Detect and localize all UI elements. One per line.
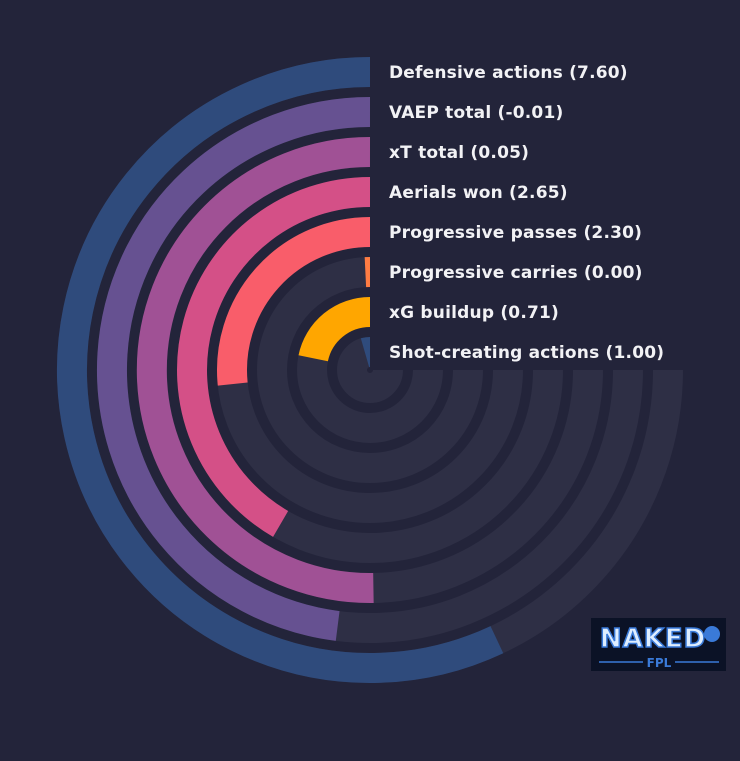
logo-sub-text: FPL	[647, 656, 672, 670]
logo-brand-text: NAKED	[600, 624, 706, 654]
bar-label: xT total (0.05)	[389, 143, 529, 163]
bar-label: Defensive actions (7.60)	[389, 63, 628, 83]
bar-label: xG buildup (0.71)	[389, 303, 559, 323]
naked-fpl-logo: NAKED FPL	[591, 618, 726, 671]
bar-label: Shot-creating actions (1.00)	[389, 343, 664, 363]
bar-label: Aerials won (2.65)	[389, 183, 568, 203]
bar-label: Progressive passes (2.30)	[389, 223, 642, 243]
bar-arc	[365, 352, 370, 353]
logo-mascot-icon	[704, 626, 720, 642]
logo-graphic: NAKED FPL	[591, 618, 726, 671]
bar-label: Progressive carries (0.00)	[389, 263, 643, 283]
bar-label: VAEP total (-0.01)	[389, 103, 563, 123]
label-group: Defensive actions (7.60) VAEP total (-0.0…	[389, 63, 664, 363]
track-ring	[352, 352, 388, 388]
